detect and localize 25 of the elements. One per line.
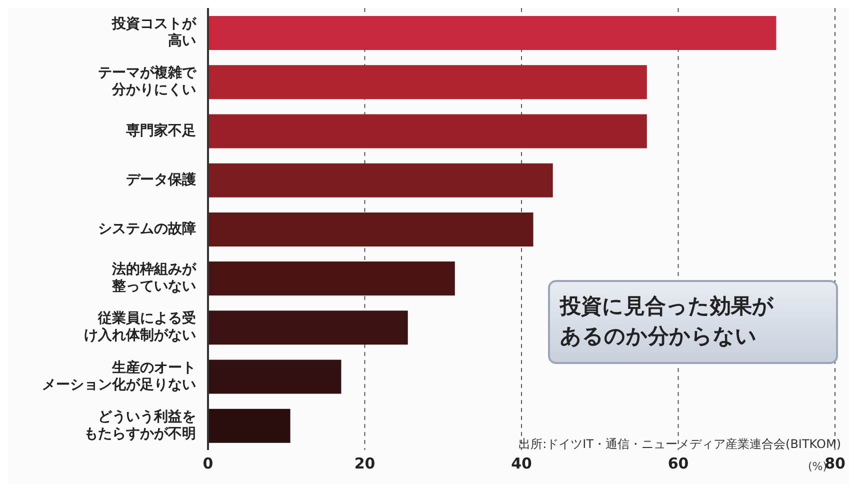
- x-tick-label: 40: [511, 454, 532, 473]
- bar: [208, 360, 342, 394]
- bar: [208, 65, 647, 100]
- x-tick-label: 20: [354, 454, 376, 473]
- x-tick-label: 80: [824, 454, 846, 473]
- bar: [208, 310, 408, 345]
- bar: [208, 114, 647, 148]
- bar: [208, 212, 534, 246]
- x-tick-label: 0: [202, 454, 214, 473]
- x-tick-label: 60: [668, 454, 689, 473]
- y-tick-label: 専門家不足: [125, 122, 196, 139]
- bar: [208, 262, 455, 296]
- y-tick-label: 生産のオートメーション化が足りない: [42, 358, 196, 393]
- y-tick-label: データ保護: [126, 170, 196, 188]
- bar: [208, 163, 553, 198]
- bar: [208, 16, 776, 50]
- text: 投資に見合った効果があるのか分からない: [560, 293, 775, 350]
- y-tick-label: 法的枠組みが整っていない: [111, 261, 197, 294]
- annotation: 出所:ドイツIT・通信・ニューメディア産業連合会(BITKOM): [518, 436, 841, 453]
- bar: [208, 408, 290, 443]
- y-tick-label: 従業員による受け入れ体制がない: [84, 310, 196, 344]
- y-tick-label: どういう利益をもたらすかが不明: [84, 408, 196, 442]
- y-tick-label: 投資コストが高い: [111, 16, 197, 49]
- y-tick-label: テーマが複雑で分かりにくい: [98, 64, 197, 98]
- y-tick-label: システムの故障: [98, 220, 196, 237]
